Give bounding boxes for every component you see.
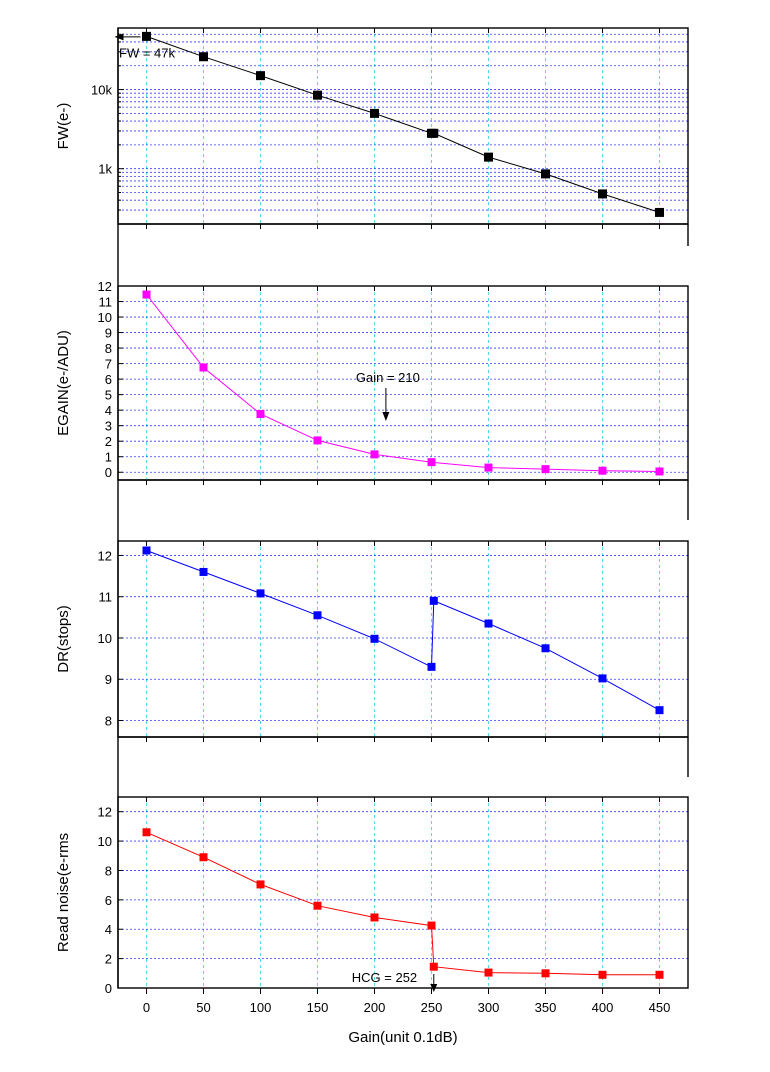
egain-point	[142, 290, 151, 299]
egain-point	[598, 466, 607, 475]
rn-point	[484, 968, 493, 977]
x-axis-title: Gain(unit 0.1dB)	[348, 1029, 457, 1046]
rn-point	[427, 921, 436, 930]
dr-point	[313, 611, 322, 620]
rn-ytick-label: 0	[105, 981, 112, 996]
rn-point	[313, 901, 322, 910]
rn-ylabel: Read noise(e-rms	[55, 833, 72, 952]
fw-point	[598, 189, 607, 199]
rn-point	[429, 962, 438, 971]
xtick-label: 200	[364, 1000, 386, 1015]
xtick-label: 0	[143, 1000, 150, 1015]
egain-point	[655, 467, 664, 476]
fw-ytick-label: 1k	[98, 162, 112, 177]
egain-ylabel: EGAIN(e-/ADU)	[55, 330, 72, 436]
fw-point	[199, 52, 208, 62]
xtick-label: 100	[250, 1000, 272, 1015]
dr-point	[427, 662, 436, 671]
dr-ytick-label: 12	[98, 548, 112, 563]
egain-ytick-label: 12	[98, 279, 112, 294]
fw-ylabel: FW(e-)	[55, 103, 72, 150]
egain-ytick-label: 2	[105, 434, 112, 449]
dr-series-line	[146, 550, 660, 711]
rn-ytick-label: 8	[105, 863, 112, 878]
dr-plot-frame	[117, 540, 689, 738]
dr-point	[199, 567, 208, 576]
dr-point	[429, 596, 438, 605]
dr-point	[598, 674, 607, 683]
rn-ytick-label: 10	[98, 834, 112, 849]
rn-ytick-label: 12	[98, 805, 112, 820]
fw-annotation-label: FW = 47k	[119, 45, 175, 60]
egain-ytick-label: 1	[105, 450, 112, 465]
xtick-label: 400	[592, 1000, 614, 1015]
dr-ytick-label: 11	[99, 590, 113, 605]
dr-ytick-label: 9	[105, 672, 112, 687]
egain-ytick-label: 9	[105, 326, 112, 341]
egain-point	[427, 458, 436, 467]
fw-point	[655, 207, 664, 217]
egain-ytick-label: 4	[105, 403, 112, 418]
rn-ytick-label: 2	[105, 952, 112, 967]
xtick-label: 250	[421, 1000, 443, 1015]
xtick-label: 450	[649, 1000, 671, 1015]
rn-annot-arrow-head	[430, 984, 438, 992]
rn-point	[370, 913, 379, 922]
dr-point	[541, 644, 550, 653]
egain-ytick-label: 3	[105, 419, 112, 434]
dr-point	[256, 589, 265, 598]
egain-ytick-label: 8	[105, 341, 112, 356]
fw-annot-arrow-head	[114, 33, 124, 41]
rn-point	[598, 970, 607, 979]
egain-ytick-label: 10	[98, 310, 112, 325]
fw-point	[256, 71, 265, 81]
xtick-label: 150	[307, 1000, 329, 1015]
dr-ytick-label: 10	[98, 631, 112, 646]
rn-annotation-label: HCG = 252	[352, 970, 417, 985]
fw-point	[142, 31, 151, 41]
dr-point	[484, 619, 493, 628]
egain-point	[199, 363, 208, 372]
xtick-label: 50	[196, 1000, 210, 1015]
egain-ytick-label: 5	[105, 388, 112, 403]
egain-ytick-label: 6	[105, 372, 112, 387]
fw-point	[313, 90, 322, 100]
xtick-label: 300	[478, 1000, 500, 1015]
egain-point	[370, 450, 379, 459]
rn-point	[256, 880, 265, 889]
egain-point	[541, 465, 550, 474]
dr-ylabel: DR(stops)	[55, 605, 72, 673]
egain-series-line	[146, 294, 660, 472]
rn-point	[199, 853, 208, 862]
rn-ytick-label: 6	[105, 893, 112, 908]
fw-point	[370, 108, 379, 118]
egain-ytick-label: 0	[105, 465, 112, 480]
rn-point	[142, 828, 151, 837]
rn-plot-frame	[117, 796, 689, 989]
dr-point	[142, 546, 151, 555]
egain-point	[256, 410, 265, 419]
fw-plot-frame	[117, 27, 689, 225]
rn-series-line	[146, 831, 660, 976]
egain-annot-arrow-head	[382, 412, 390, 421]
fw-ytick-label: 10k	[91, 83, 112, 98]
rn-ytick-label: 4	[105, 922, 112, 937]
egain-annotation-label: Gain = 210	[356, 370, 420, 385]
dr-point	[655, 706, 664, 715]
egain-ytick-label: 11	[99, 295, 113, 310]
fw-point	[429, 128, 439, 138]
egain-point	[313, 436, 322, 445]
rn-point	[655, 970, 664, 979]
egain-ytick-label: 7	[105, 357, 112, 372]
dr-point	[370, 634, 379, 643]
xtick-label: 350	[535, 1000, 557, 1015]
rn-point	[541, 969, 550, 978]
fw-point	[484, 152, 493, 162]
egain-plot-frame	[117, 285, 689, 481]
egain-point	[484, 463, 493, 472]
fw-point	[541, 169, 550, 179]
dr-ytick-label: 8	[105, 713, 112, 728]
